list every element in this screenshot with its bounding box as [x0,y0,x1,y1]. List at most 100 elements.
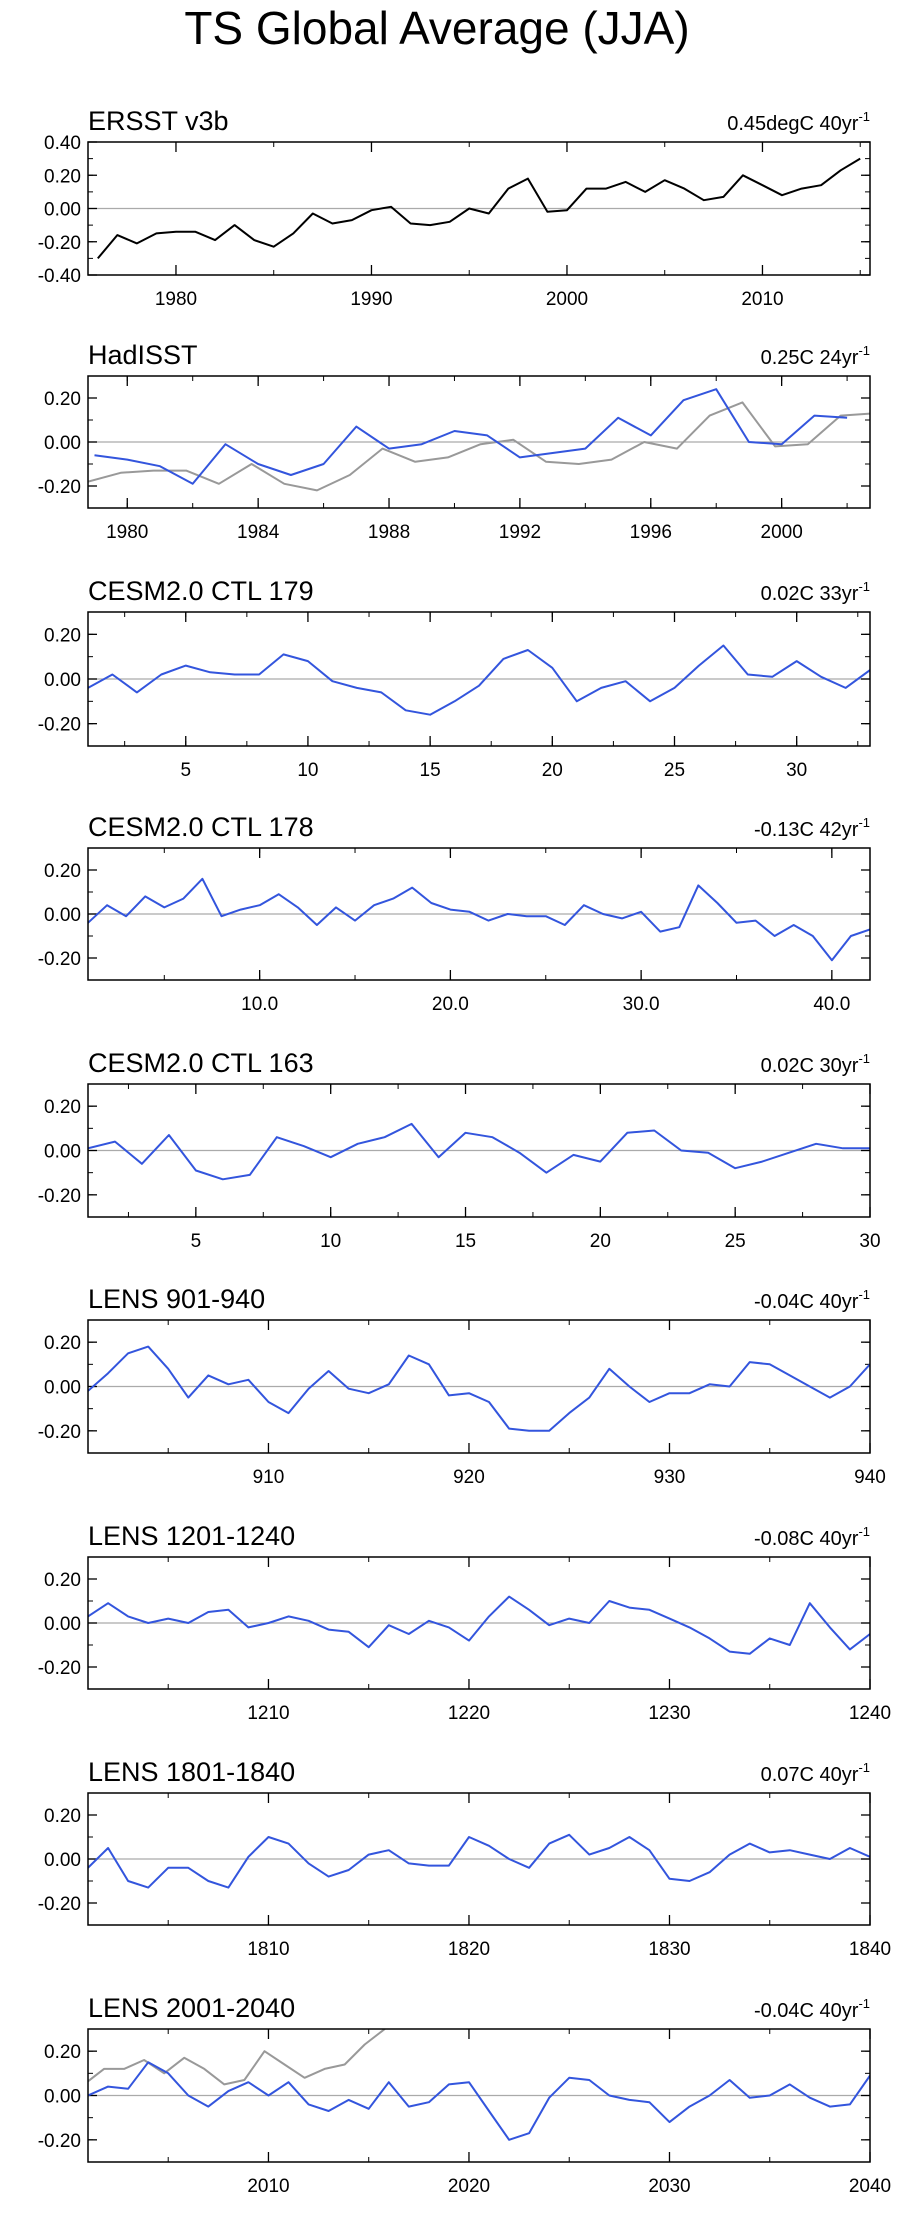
x-tick-label: 2000 [546,289,588,310]
panel-title: CESM2.0 CTL 178 [88,812,314,842]
series-line [88,644,870,716]
plot-frame [87,1792,871,1926]
x-tick-label: 1820 [448,1939,490,1960]
plot-frame [87,375,871,509]
y-tick-label: 0.40 [44,133,81,154]
panel-title: HadISST [88,340,198,370]
panel-title: LENS 1801-1840 [88,1757,295,1787]
plot-frame [87,141,871,276]
panel-trend: 0.07C 40yr-1 [761,1760,870,1786]
series-line [88,2029,386,2086]
x-tick-label: 5 [180,760,191,781]
panel-trend: 0.25C 24yr-1 [761,343,870,369]
y-tick-label: 0.00 [44,1614,81,1635]
plot-frame [87,611,871,747]
panel-title: ERSST v3b [88,106,229,136]
panel-trend-exponent: -1 [858,343,870,358]
panel-trend-text: -0.04C 40yr [754,1291,859,1313]
panel-trend-text: 0.25C 24yr [761,347,859,369]
y-tick-label: -0.20 [38,233,81,254]
y-tick-label: 0.00 [44,905,81,926]
panel-3: CESM2.0 CTL 179 0.02C 33yr-1 -0.20 0.00 0.20… [38,576,871,781]
panel-trend: -0.08C 40yr-1 [754,1524,870,1550]
panel-title: LENS 1201-1240 [88,1521,295,1551]
y-tick-label: 0.00 [44,1850,81,1871]
panels: ERSST v3b 0.45degC 40yr-1-0.40-0.200.000.… [38,106,891,2197]
x-tick-label: 30 [859,1231,880,1252]
y-tick-label: 0.20 [44,625,81,646]
series-line [88,1345,870,1432]
y-tick-label: 0.20 [44,2042,81,2063]
panel-trend-exponent: -1 [858,1760,870,1775]
x-tick-label: 20.0 [432,994,469,1015]
y-tick-label: 0.00 [44,1142,81,1163]
x-tick-label: 940 [854,1467,886,1488]
x-tick-label: 20 [590,1231,611,1252]
y-tick-label: -0.20 [38,2131,81,2152]
x-tick-label: 30 [786,760,807,781]
series-line [88,1833,870,1889]
panel-trend-exponent: -1 [858,1051,870,1066]
x-tick-label: 10 [297,760,318,781]
x-tick-label: 930 [654,1467,686,1488]
panel-5: CESM2.0 CTL 163 0.02C 30yr-1 -0.20 0.00 0.20… [38,1048,881,1252]
panel-trend-exponent: -1 [858,1287,870,1302]
x-tick-label: 1992 [499,522,541,543]
x-tick-label: 10.0 [241,994,278,1015]
series-line [88,401,870,492]
y-tick-label: 0.20 [44,1570,81,1591]
x-tick-label: 25 [725,1231,746,1252]
panel-trend-text: 0.02C 30yr [761,1055,859,1077]
panel-trend: 0.02C 30yr-1 [761,1051,870,1077]
x-tick-label: 1996 [630,522,672,543]
x-tick-label: 40.0 [813,994,850,1015]
panel-trend-exponent: -1 [858,109,870,124]
panel-trend-exponent: -1 [858,579,870,594]
x-tick-label: 1230 [648,1703,690,1724]
y-tick-label: 0.00 [44,1378,81,1399]
x-tick-label: 15 [420,760,441,781]
x-tick-label: 1980 [155,289,197,310]
x-tick-label: 1240 [849,1703,891,1724]
y-tick-label: -0.20 [38,477,81,498]
panel-9: LENS 2001-2040 -0.04C 40yr-1 -0.20 0.00 0.20… [38,1993,891,2197]
x-tick-label: 2010 [741,289,783,310]
y-tick-label: 0.20 [44,861,81,882]
x-tick-label: 20 [542,760,563,781]
panel-8: LENS 1801-1840 0.07C 40yr-1 -0.20 0.00 0.20 1… [38,1757,891,1960]
y-tick-label: 0.20 [44,166,81,187]
panel-2: HadISST 0.25C 24yr-1 -0.20 0.00 0.20 1980 1984… [38,340,871,543]
x-tick-label: 920 [453,1467,485,1488]
x-tick-label: 1988 [368,522,410,543]
y-tick-label: 0.20 [44,1097,81,1118]
y-tick-label: 0.00 [44,433,81,454]
panel-trend: 0.45degC 40yr-1 [727,109,870,135]
panel-title: CESM2.0 CTL 163 [88,1048,314,1078]
y-tick-label: 0.00 [44,670,81,691]
x-tick-label: 1220 [448,1703,490,1724]
plot-frame [87,2028,871,2163]
panel-trend: -0.04C 40yr-1 [754,1996,870,2022]
panel-4: CESM2.0 CTL 178 -0.13C 42yr-1 -0.20 0.00 0.2… [38,812,871,1015]
panel-trend-text: 0.45degC 40yr [727,113,859,135]
panel-trend-text: 0.02C 33yr [761,583,859,605]
x-tick-label: 30.0 [623,994,660,1015]
x-tick-label: 1210 [247,1703,289,1724]
panel-trend-exponent: -1 [858,1524,870,1539]
x-tick-label: 1984 [237,522,280,543]
series-line [88,2061,870,2141]
y-tick-label: -0.20 [38,1422,81,1443]
y-tick-label: -0.40 [38,266,81,287]
panel-1: ERSST v3b 0.45degC 40yr-1 -0.40 -0.20 0.00 0.… [38,106,871,310]
panel-trend-exponent: -1 [858,1996,870,2011]
panel-trend-text: -0.13C 42yr [754,819,859,841]
x-tick-label: 910 [253,1467,285,1488]
panel-6: LENS 901-940 -0.04C 40yr-1 -0.20 0.00 0.20 91… [38,1284,886,1488]
panel-title: LENS 901-940 [88,1284,265,1314]
x-tick-label: 1810 [247,1939,289,1960]
y-tick-label: 0.20 [44,1333,81,1354]
x-tick-label: 2010 [247,2176,289,2197]
series-line [97,157,861,260]
